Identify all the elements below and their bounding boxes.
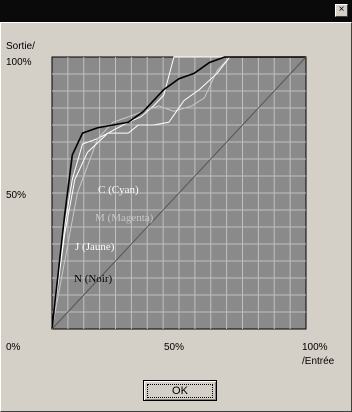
title-bar[interactable]: × [0,0,352,22]
series-line-2 [51,56,306,330]
series-line-0 [51,56,306,330]
ok-button[interactable]: OK [143,380,217,401]
y-tick-50: 50% [6,190,27,201]
close-button[interactable]: × [335,4,348,17]
curve-label-noir: N (Noir) [74,273,113,285]
curve-label-cyan: C (Cyan) [98,184,139,196]
x-tick-100: 100% [302,342,328,353]
series-line-4 [51,56,307,330]
x-axis-title: /Entrée [302,356,335,367]
series-line-3 [51,56,306,330]
curve-label-jaune: J (Jaune) [75,241,115,253]
curve-label-magenta: M (Magenta) [95,212,154,224]
y-axis-title: Sortie/ [6,41,35,52]
close-icon: × [338,4,345,15]
ok-label: OK [147,383,213,398]
y-tick-100: 100% [6,57,32,68]
x-tick-50: 50% [164,342,185,353]
x-tick-0: 0% [6,342,21,353]
